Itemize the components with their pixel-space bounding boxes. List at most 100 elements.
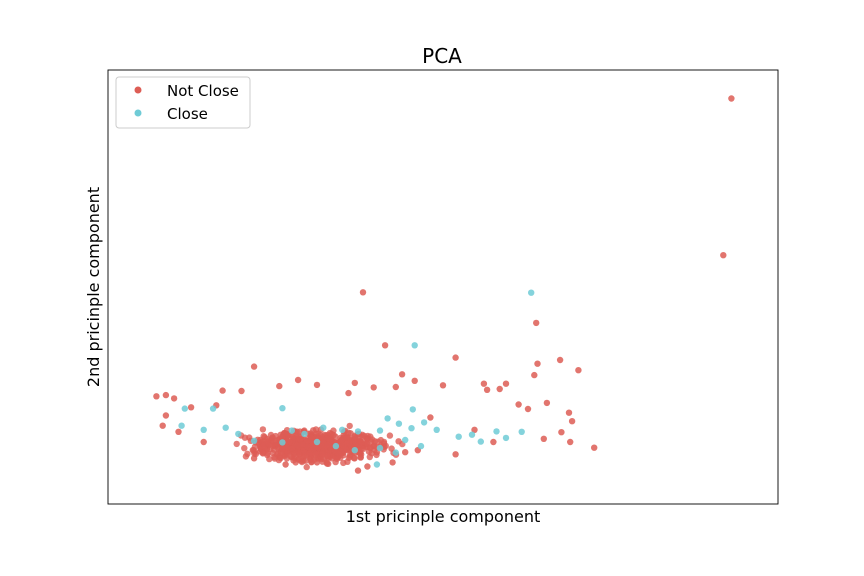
point-not-close <box>294 376 302 384</box>
cloud-point <box>386 432 394 439</box>
point-close <box>235 430 242 438</box>
point-not-close <box>392 383 399 391</box>
point-not-close <box>398 371 406 378</box>
point-close <box>200 426 207 433</box>
point-not-close <box>452 451 459 458</box>
point-close <box>373 461 381 468</box>
point-not-close <box>364 463 371 470</box>
cloud-point <box>278 433 286 441</box>
cloud-point <box>259 449 266 456</box>
point-not-close <box>439 382 447 389</box>
point-close <box>395 420 403 427</box>
point-close <box>433 426 440 433</box>
point-not-close <box>238 387 245 395</box>
cloud-point <box>328 430 335 438</box>
point-not-close <box>402 449 409 456</box>
point-close <box>493 428 500 435</box>
point-not-close <box>567 438 574 446</box>
cloud-point <box>251 443 259 450</box>
point-not-close <box>381 342 389 349</box>
point-close <box>402 436 409 444</box>
cloud-point <box>357 438 365 446</box>
cloud-point <box>279 445 286 452</box>
point-close <box>222 424 229 431</box>
point-not-close <box>153 393 160 400</box>
point-close <box>339 426 346 433</box>
point-not-close <box>558 429 565 436</box>
y-axis-label: 2nd pricinple component <box>84 187 103 387</box>
point-not-close <box>591 444 598 451</box>
point-close <box>250 437 258 444</box>
point-close <box>376 444 384 452</box>
cloud-point <box>302 457 310 464</box>
x-axis-label: 1st pricinple component <box>346 507 540 526</box>
cloud-point <box>380 440 388 447</box>
point-close <box>417 442 425 450</box>
point-close <box>518 428 525 435</box>
point-not-close <box>540 435 547 442</box>
cloud-point <box>299 441 306 448</box>
cloud-point <box>266 455 273 463</box>
point-not-close <box>728 95 735 102</box>
cloud-point <box>289 445 296 452</box>
legend-box <box>115 76 251 129</box>
point-not-close <box>556 356 564 364</box>
point-close <box>477 438 484 445</box>
point-not-close <box>359 289 367 296</box>
point-close <box>279 405 286 412</box>
point-not-close <box>531 371 538 379</box>
point-not-close <box>534 360 541 367</box>
cloud-point <box>290 454 297 461</box>
point-not-close <box>370 384 377 391</box>
point-not-close <box>452 354 459 361</box>
point-not-close <box>187 404 195 411</box>
cloud-point <box>357 454 364 461</box>
point-not-close <box>250 363 258 370</box>
point-not-close <box>219 387 226 394</box>
cloud-point <box>395 438 402 445</box>
point-close <box>332 442 340 450</box>
point-close <box>408 425 415 432</box>
legend-label-close: Close <box>167 105 208 123</box>
cloud-point <box>346 422 353 430</box>
point-not-close <box>200 438 207 446</box>
cloud-point <box>241 445 248 452</box>
cloud-point <box>244 450 251 457</box>
point-not-close <box>480 380 488 387</box>
cloud-point <box>371 438 379 445</box>
point-not-close <box>354 467 362 474</box>
cloud-point <box>350 454 358 462</box>
point-close <box>384 415 391 422</box>
cloud-point <box>233 440 240 448</box>
plot-area <box>107 69 779 505</box>
point-not-close <box>575 367 582 374</box>
point-not-close <box>543 399 551 407</box>
point-not-close <box>568 418 576 425</box>
point-not-close <box>490 438 497 446</box>
point-close <box>455 433 462 440</box>
cloud-point <box>312 426 320 433</box>
cloud-point <box>251 450 258 457</box>
point-close <box>392 449 399 456</box>
cloud-point <box>246 434 253 441</box>
chart-title: PCA <box>422 44 462 68</box>
point-not-close <box>313 381 321 389</box>
cloud-point <box>346 440 353 447</box>
point-not-close <box>276 382 283 390</box>
point-not-close <box>502 380 510 387</box>
legend-marker-not-close <box>134 86 142 94</box>
point-close <box>178 422 185 429</box>
cloud-point <box>275 456 283 464</box>
point-not-close <box>565 409 573 416</box>
point-not-close <box>471 426 478 433</box>
cloud-point <box>303 463 310 471</box>
point-not-close <box>351 379 358 387</box>
point-not-close <box>720 252 727 259</box>
point-not-close <box>313 459 321 466</box>
point-not-close <box>162 412 170 419</box>
point-not-close <box>411 377 418 384</box>
legend-marker-close <box>134 109 142 117</box>
point-close <box>351 447 358 454</box>
point-not-close <box>496 385 503 393</box>
